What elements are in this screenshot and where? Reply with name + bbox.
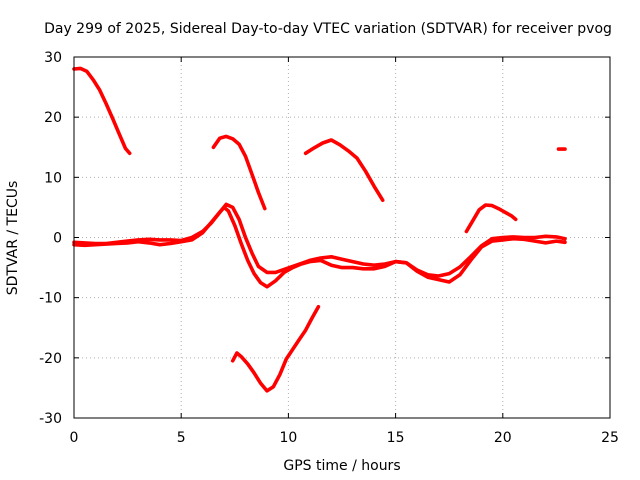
grid-lines [74,57,610,418]
x-tick-label: 25 [601,430,619,446]
series-arc-1 [72,66,132,156]
y-tick-label: 30 [44,50,62,66]
y-tick-label: 0 [53,231,62,247]
y-tick-label: 10 [44,170,62,186]
series-arc-6 [230,304,321,393]
y-tick-label: -30 [39,411,62,427]
series-arc-8 [72,205,567,289]
y-tick-label: 20 [44,110,62,126]
chart-title: Day 299 of 2025, Sidereal Day-to-day VTE… [44,21,612,37]
y-tick-label: -20 [39,351,62,367]
series-arc-4 [464,203,518,234]
series-arc-3 [303,138,385,202]
x-tick-label: 5 [177,430,186,446]
x-tick-label: 20 [494,430,512,446]
x-tick-label: 15 [387,430,405,446]
x-tick-label: 10 [279,430,297,446]
y-axis-label: SDTVAR / TECUs [5,181,21,296]
plot-frame [73,56,611,419]
axis-ticks: 0 5 10 15 20 25 -30 -20 -10 0 10 20 30 [39,50,619,446]
series-arc-2 [211,134,267,211]
y-tick-label: -10 [39,291,62,307]
data-series [72,66,567,393]
x-tick-label: 0 [70,430,79,446]
x-axis-label: GPS time / hours [283,458,400,474]
